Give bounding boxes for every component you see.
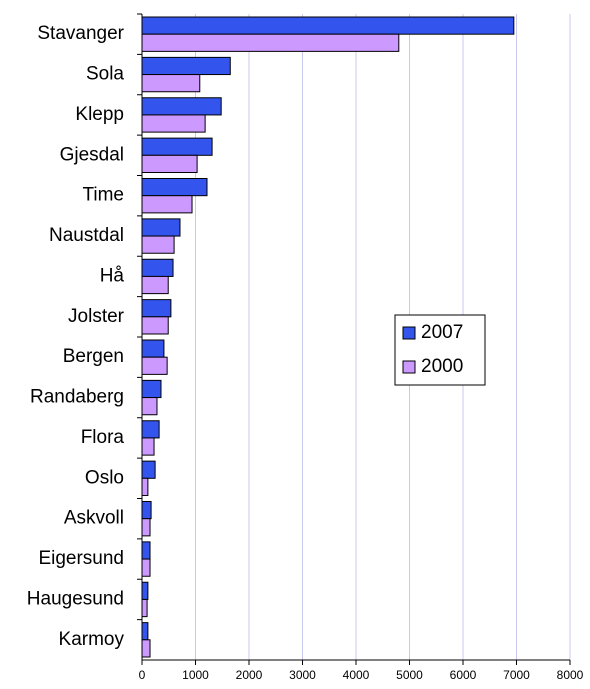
x-tick-label: 6000 <box>450 668 477 682</box>
bar <box>141 518 151 537</box>
y-tick-label: Askvoll <box>64 508 124 529</box>
bar <box>141 581 149 600</box>
y-tick-label: Eigersund <box>38 548 124 569</box>
bar <box>141 137 213 156</box>
y-tick-label: Haugesund <box>27 588 124 609</box>
bar <box>141 195 193 214</box>
bar <box>141 541 151 560</box>
legend: 2007 2000 <box>394 314 486 386</box>
bar <box>141 437 155 456</box>
bar <box>141 501 152 520</box>
bar <box>141 235 175 254</box>
bar <box>141 397 158 416</box>
x-tick-label: 4000 <box>343 668 370 682</box>
x-tick-label: 5000 <box>396 668 423 682</box>
y-tick-label: Gjesdal <box>60 144 124 165</box>
bar <box>141 275 169 295</box>
bar <box>141 33 400 52</box>
bar <box>141 622 149 641</box>
bar <box>141 316 169 335</box>
legend-swatch <box>402 360 416 374</box>
x-tick-label: 2000 <box>236 668 263 682</box>
y-tick-label: Oslo <box>85 467 124 488</box>
bar <box>141 598 148 618</box>
y-tick-label: Bergen <box>63 346 124 367</box>
y-tick-label: Randaberg <box>30 387 124 408</box>
x-tick-label: 8000 <box>557 668 584 682</box>
legend-label: 2000 <box>421 356 463 377</box>
bar <box>141 558 151 577</box>
bar <box>141 56 231 76</box>
bar <box>141 356 168 375</box>
bar <box>141 460 156 479</box>
y-tick-label: Hå <box>100 265 125 286</box>
x-tick-label: 3000 <box>289 668 316 682</box>
bar <box>141 299 172 318</box>
y-tick-label: Naustdal <box>49 225 124 246</box>
y-tick-label: Time <box>82 185 124 206</box>
bar <box>141 154 198 173</box>
y-tick-label: Sola <box>86 64 124 85</box>
bar <box>141 339 165 358</box>
bar <box>141 477 149 496</box>
bar <box>141 178 208 197</box>
x-tick-label: 7000 <box>503 668 530 682</box>
bar <box>141 420 160 439</box>
x-tick-label: 1000 <box>182 668 209 682</box>
bar <box>141 258 174 277</box>
legend-label: 2007 <box>421 322 463 343</box>
y-tick-label: Klepp <box>75 104 124 125</box>
y-tick-label: Flora <box>81 427 125 448</box>
y-tick-label: Stavanger <box>37 23 124 44</box>
legend-swatch <box>402 326 416 340</box>
y-tick-label: Karmoy <box>59 629 125 650</box>
x-tick-label: 0 <box>139 668 146 682</box>
bar <box>141 74 201 93</box>
y-tick-label: Jolster <box>68 306 125 327</box>
bar <box>141 639 151 658</box>
bar <box>141 379 162 399</box>
bar <box>141 114 206 133</box>
bar <box>141 97 222 116</box>
bar <box>141 218 181 237</box>
bar <box>141 16 515 35</box>
